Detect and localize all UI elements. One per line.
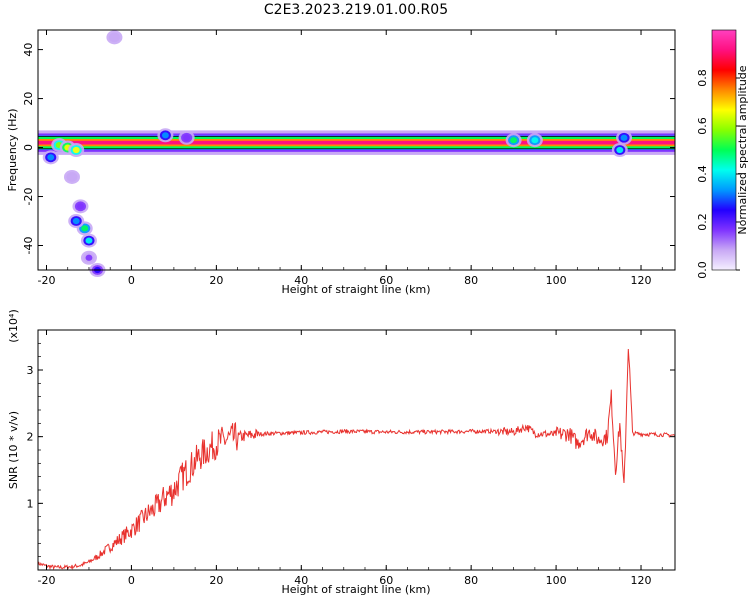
- svg-text:0.0: 0.0: [696, 261, 709, 279]
- svg-text:60: 60: [379, 574, 393, 587]
- spectrogram-blob: [63, 169, 80, 184]
- svg-text:120: 120: [631, 274, 652, 287]
- snr-panel: -20 0 20 40 60 80 100 120 1 2 3 Height of straigh…: [7, 309, 676, 596]
- svg-text:20: 20: [22, 92, 35, 106]
- colorbar-tick: 0.4: [696, 165, 740, 183]
- spectrogram-blob: [611, 143, 628, 157]
- svg-text:100: 100: [546, 574, 567, 587]
- snr-y-unit: (x10⁴): [7, 309, 20, 343]
- colorbar-label: Normalized spectral amplitude: [736, 65, 749, 234]
- spectrogram-y-tick: -20: [22, 188, 675, 206]
- svg-text:0.6: 0.6: [696, 117, 709, 135]
- svg-text:0.8: 0.8: [696, 69, 709, 87]
- snr-plot-area: [38, 330, 675, 570]
- snr-series-line: [37, 348, 675, 571]
- spectrogram-x-tick: 80: [464, 30, 478, 287]
- svg-text:2: 2: [27, 431, 34, 444]
- colorbar-gradient: [711, 29, 737, 271]
- spectrogram-y-axis: -40 -20 0 20 40: [22, 43, 675, 255]
- spectrogram-blob: [178, 130, 195, 145]
- svg-text:3: 3: [27, 364, 34, 377]
- snr-x-tick: 100: [546, 330, 567, 587]
- svg-text:120: 120: [631, 574, 652, 587]
- svg-text:-20: -20: [22, 188, 35, 206]
- svg-text:0: 0: [128, 274, 135, 287]
- spectrogram-y-tick: 20: [22, 92, 675, 106]
- snr-y-axis: 1 2 3: [27, 342, 675, 558]
- svg-text:100: 100: [546, 274, 567, 287]
- spectrogram-blob: [68, 143, 85, 157]
- svg-text:-20: -20: [38, 274, 56, 287]
- spectrogram-blob: [106, 30, 123, 45]
- snr-x-label: Height of straight line (km): [281, 583, 430, 596]
- colorbar-tick: 0.2: [696, 213, 740, 231]
- spectrogram-blob: [616, 130, 633, 145]
- spectrogram-blob: [72, 199, 89, 214]
- svg-text:-40: -40: [22, 237, 35, 255]
- svg-text:20: 20: [209, 274, 223, 287]
- spectrogram-y-tick: -40: [22, 237, 675, 255]
- svg-text:0.4: 0.4: [696, 165, 709, 183]
- spectrogram-panel: -20 0 20 40 60 80 100 120 -40 -20 0 20 40 Height of…: [6, 29, 676, 296]
- snr-y-label: SNR (10 * v/v): [7, 411, 20, 489]
- svg-text:80: 80: [464, 574, 478, 587]
- colorbar-tick: 0.8: [696, 69, 740, 87]
- svg-text:-20: -20: [38, 574, 56, 587]
- spectrogram-features: [42, 30, 633, 277]
- svg-text:20: 20: [209, 574, 223, 587]
- colorbar-ticks: 0.0 0.2 0.4 0.6 0.8: [696, 69, 740, 279]
- spectrogram-y-tick: 40: [22, 43, 675, 57]
- spectrogram-frame: [37, 29, 676, 271]
- svg-text:40: 40: [294, 274, 308, 287]
- spectrogram-blob: [42, 150, 59, 165]
- colorbar: 0.0 0.2 0.4 0.6 0.8 Normalized spectral ampl…: [696, 29, 749, 279]
- svg-text:0: 0: [22, 144, 35, 151]
- chart-title: C2E3.2023.219.01.00.R05: [264, 2, 448, 18]
- spectrogram-blob: [157, 128, 174, 143]
- spectrogram-x-label: Height of straight line (km): [281, 283, 430, 296]
- svg-text:80: 80: [464, 274, 478, 287]
- svg-text:40: 40: [294, 574, 308, 587]
- spectrogram-y-tick: 0: [22, 144, 675, 151]
- spectrogram-y-label: Frequency (Hz): [6, 109, 19, 192]
- spectrogram-x-axis: -20 0 20 40 60 80 100 120: [38, 30, 663, 287]
- colorbar-tick: 0.0: [696, 261, 740, 279]
- spectrogram-blob: [505, 133, 522, 148]
- colorbar-tick: 0.6: [696, 117, 740, 135]
- svg-text:0: 0: [128, 574, 135, 587]
- spectrogram-blob: [80, 233, 97, 248]
- svg-text:0.2: 0.2: [696, 213, 709, 231]
- band-layer: [38, 140, 675, 145]
- svg-text:40: 40: [22, 43, 35, 57]
- spectrogram-blob: [68, 214, 85, 229]
- svg-text:60: 60: [379, 274, 393, 287]
- svg-text:1: 1: [27, 497, 34, 510]
- spectrogram-blob: [80, 250, 97, 265]
- spectrogram-band: [38, 130, 675, 155]
- spectrogram-blob: [526, 133, 543, 148]
- snr-x-axis: -20 0 20 40 60 80 100 120: [38, 330, 663, 587]
